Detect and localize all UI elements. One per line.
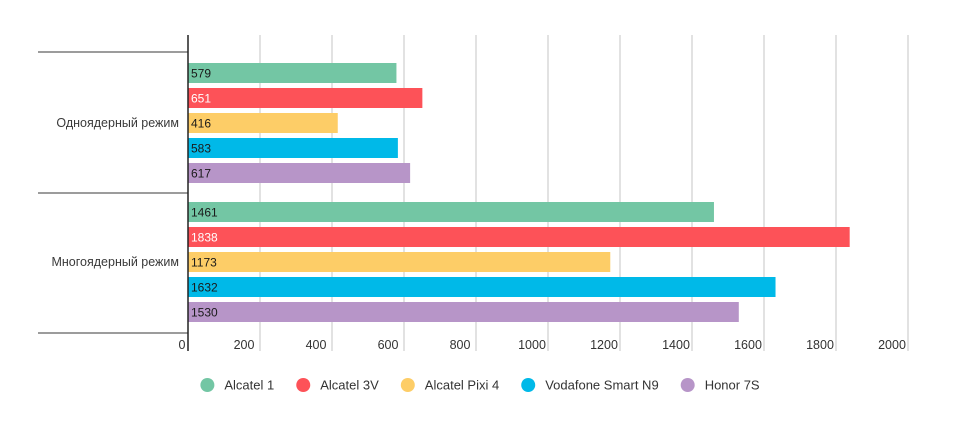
grid-lines [259, 35, 909, 351]
bar [188, 202, 714, 222]
x-tick-label: 400 [306, 338, 327, 352]
bar-data-label: 1632 [191, 281, 218, 295]
bar-data-label: 1461 [191, 206, 218, 220]
x-tick-label: 1200 [590, 338, 618, 352]
category-label: Одноядерный режим [56, 116, 179, 130]
bar-data-label: 579 [191, 67, 211, 81]
bar-data-label: 1530 [191, 306, 218, 320]
legend-label: Honor 7S [705, 378, 760, 393]
legend-item: Alcatel Pixi 4 [400, 378, 499, 393]
bar [188, 302, 739, 322]
category-separators [38, 51, 188, 334]
x-tick-label: 1000 [518, 338, 546, 352]
bars: 579 651 416 583 617 1461 1838 1173 1632 1530 [188, 63, 850, 322]
x-tick-label: 800 [450, 338, 471, 352]
legend-item: Alcatel 3V [296, 378, 379, 393]
x-tick-label: 1400 [662, 338, 690, 352]
bar [188, 163, 411, 183]
bar [188, 252, 611, 272]
legend-label: Alcatel 1 [224, 378, 274, 393]
legend-label: Alcatel 3V [320, 378, 379, 393]
bar-data-label: 416 [191, 117, 211, 131]
legend-label: Alcatel Pixi 4 [425, 378, 499, 393]
bar-data-label: 1838 [191, 231, 218, 245]
x-tick-label: 200 [234, 338, 255, 352]
legend-item: Alcatel 1 [200, 378, 274, 393]
bar [188, 63, 397, 83]
bar-data-label: 1173 [191, 256, 217, 270]
category-label: Многоядерный режим [51, 255, 179, 269]
bar-data-label: 617 [191, 167, 211, 181]
legend-item: Vodafone Smart N9 [521, 378, 659, 393]
axis: 0 200 400 600 800 1000 1200 1400 1600 1800 2000 Одн… [51, 35, 906, 352]
legend: Alcatel 1 Alcatel 3V Alcatel Pixi 4 Vodafon… [200, 378, 760, 393]
bar [188, 277, 776, 297]
legend-marker [680, 378, 695, 392]
legend-label: Vodafone Smart N9 [545, 378, 658, 393]
bar-data-label: 651 [191, 92, 211, 106]
x-tick-label: 600 [378, 338, 399, 352]
legend-item: Honor 7S [680, 378, 760, 393]
x-tick-label: 2000 [878, 338, 906, 352]
x-tick-label: 1800 [806, 338, 834, 352]
x-tick-label: 0 [179, 338, 186, 352]
bar [188, 88, 423, 108]
x-tick-label: 1600 [734, 338, 762, 352]
legend-marker [200, 378, 215, 392]
legend-marker [400, 378, 415, 392]
bar-data-label: 583 [191, 142, 211, 156]
bar [188, 227, 850, 247]
bar [188, 113, 338, 133]
bar [188, 138, 398, 158]
legend-marker [296, 378, 311, 392]
legend-marker [521, 378, 536, 392]
